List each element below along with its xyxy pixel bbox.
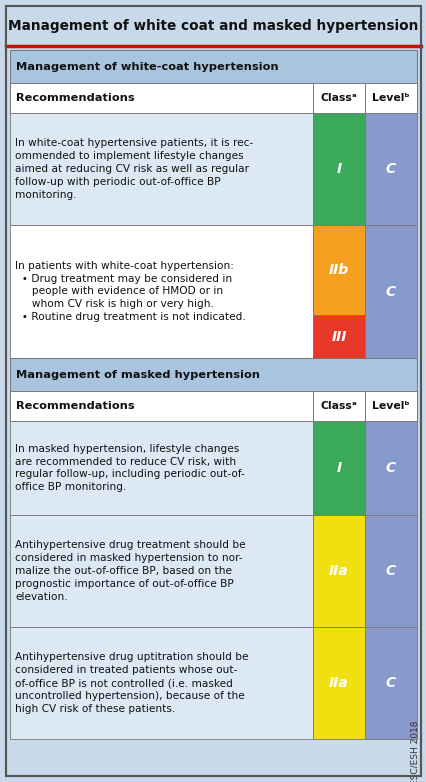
Bar [10, 421, 312, 515]
Text: ©ESC/ESH 2018: ©ESC/ESH 2018 [409, 721, 418, 782]
Text: I: I [336, 461, 341, 475]
Text: In white-coat hypertensive patients, it is rec-
ommended to implement lifestyle : In white-coat hypertensive patients, it … [15, 138, 253, 199]
Text: C: C [385, 676, 395, 690]
Bar [312, 421, 364, 515]
Bar [312, 391, 364, 421]
Text: In patients with white-coat hypertension:
  • Drug treatment may be considered i: In patients with white-coat hypertension… [15, 261, 245, 322]
Text: C: C [385, 461, 395, 475]
Text: Levelᵇ: Levelᵇ [371, 401, 409, 411]
Bar [10, 627, 312, 739]
Text: Levelᵇ: Levelᵇ [371, 93, 409, 103]
Bar [10, 113, 312, 225]
Bar [6, 6, 420, 46]
Text: I: I [336, 162, 341, 176]
Bar [364, 83, 416, 113]
Text: C: C [385, 564, 395, 578]
Bar [312, 627, 364, 739]
Text: Antihypertensive drug treatment should be
considered in masked hypertension to n: Antihypertensive drug treatment should b… [15, 540, 245, 601]
Bar [10, 358, 416, 391]
Bar [10, 225, 312, 358]
Bar [364, 627, 416, 739]
Text: Management of white coat and masked hypertension: Management of white coat and masked hype… [8, 19, 418, 33]
Text: In masked hypertension, lifestyle changes
are recommended to reduce CV risk, wit: In masked hypertension, lifestyle change… [15, 444, 244, 492]
Text: III: III [331, 330, 346, 344]
Bar [364, 391, 416, 421]
Bar [312, 315, 364, 358]
Bar [312, 83, 364, 113]
Bar [312, 225, 364, 315]
Text: C: C [385, 285, 395, 299]
Text: Antihypertensive drug uptitration should be
considered in treated patients whose: Antihypertensive drug uptitration should… [15, 652, 248, 714]
Bar [364, 421, 416, 515]
Text: Classᵃ: Classᵃ [320, 401, 357, 411]
Text: C: C [385, 162, 395, 176]
Bar [10, 50, 416, 83]
Bar [364, 225, 416, 358]
Text: Management of white-coat hypertension: Management of white-coat hypertension [16, 62, 278, 71]
Bar [10, 391, 312, 421]
Text: Classᵃ: Classᵃ [320, 93, 357, 103]
Bar [10, 515, 312, 627]
Bar [312, 515, 364, 627]
Text: Recommendations: Recommendations [16, 401, 134, 411]
Bar [10, 83, 312, 113]
Bar [312, 113, 364, 225]
Text: IIa: IIa [328, 676, 348, 690]
Bar [364, 113, 416, 225]
Bar [364, 515, 416, 627]
Text: IIa: IIa [328, 564, 348, 578]
Text: Management of masked hypertension: Management of masked hypertension [16, 370, 259, 379]
Text: IIb: IIb [328, 264, 348, 278]
Text: Recommendations: Recommendations [16, 93, 134, 103]
